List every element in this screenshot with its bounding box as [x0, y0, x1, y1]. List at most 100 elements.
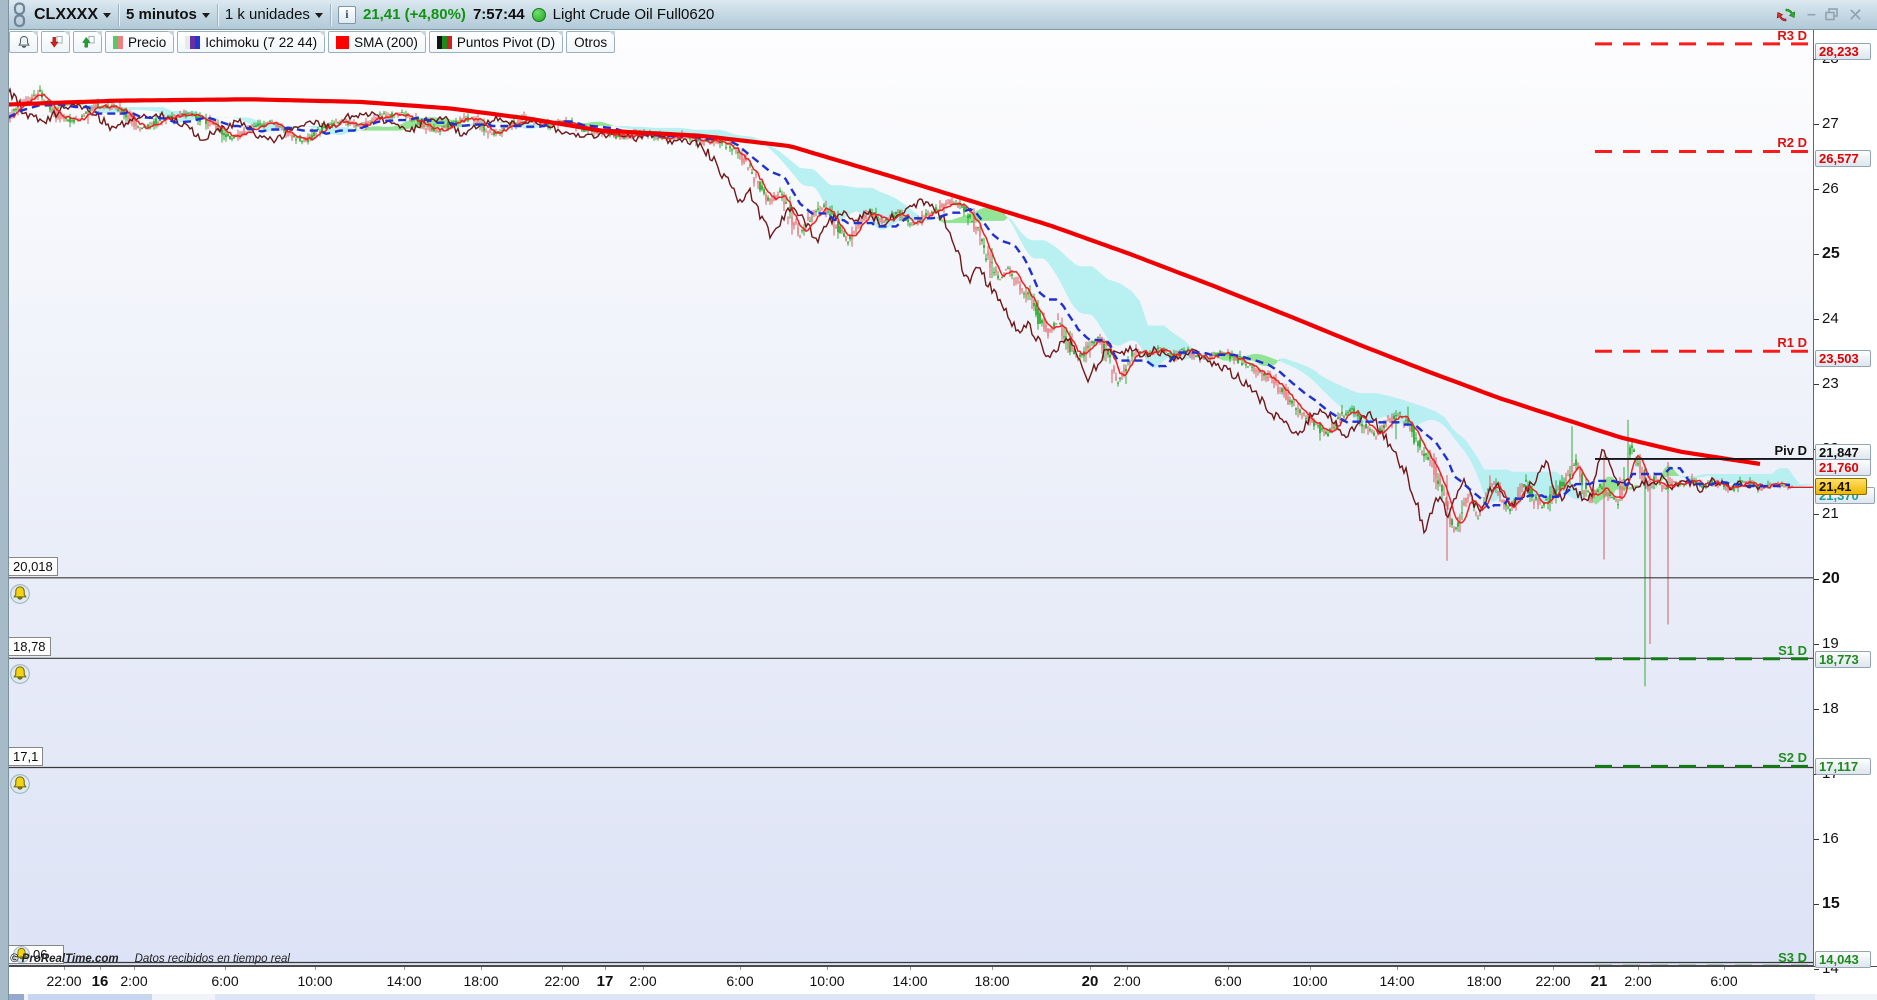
x-tick — [315, 966, 316, 970]
x-tick-label: 10:00 — [1292, 973, 1328, 989]
x-tick — [1724, 966, 1725, 970]
indicator-button-precio[interactable]: Precio — [105, 31, 175, 53]
separator — [118, 3, 120, 26]
alarm-bell-button[interactable] — [9, 31, 38, 53]
y-tick-label: 18 — [1822, 700, 1839, 717]
alarm-bell-icon[interactable] — [10, 664, 30, 689]
pivot-label-r1-d: R1 D — [1777, 335, 1807, 351]
y-tick-label: 25 — [1822, 245, 1840, 262]
red-down-arrow-icon — [49, 35, 63, 48]
y-tick — [1814, 189, 1819, 190]
indicator-toolbar: Precio Ichimoku (7 22 44) SMA (200) Punt… — [9, 31, 616, 53]
button-label: Precio — [128, 34, 167, 50]
close-icon[interactable]: ✕ — [1847, 4, 1863, 25]
restore-button[interactable] — [1825, 8, 1839, 21]
x-tick-label: 21 — [1590, 973, 1608, 990]
watermark: © ProRealTime.com Datos recibidos en tie… — [10, 953, 290, 965]
scrollbar-thumb[interactable] — [28, 994, 152, 1000]
green-up-arrow-icon — [81, 35, 95, 47]
x-tick — [910, 966, 911, 970]
sell-order-button[interactable] — [41, 31, 70, 53]
y-tick — [1814, 514, 1819, 515]
indicator-button-otros[interactable]: Otros — [566, 31, 616, 53]
timeframe-label: 5 minutos — [126, 6, 197, 23]
x-tick — [605, 966, 606, 970]
y-tick — [1814, 384, 1819, 385]
x-tick — [1090, 966, 1091, 970]
x-tick — [562, 966, 563, 970]
x-tick — [1599, 966, 1600, 970]
instrument-name: Light Crude Oil Full0620 — [552, 6, 715, 23]
button-label: Puntos Pivot (D) — [456, 34, 556, 50]
chevron-down-icon — [314, 13, 323, 18]
price-level-badge: 21,41 — [1815, 478, 1867, 496]
chart-plot-area[interactable] — [0, 30, 1813, 966]
price-level-badge: 17,117 — [1815, 758, 1871, 776]
x-tick-label: 6:00 — [726, 973, 754, 989]
buy-order-button[interactable] — [73, 31, 102, 53]
x-tick — [225, 966, 226, 970]
y-tick-label: 27 — [1822, 115, 1839, 132]
y-tick — [1814, 904, 1819, 905]
price-level-badge: 21,760 — [1815, 458, 1871, 476]
scrollbar-track — [215, 994, 1815, 1000]
units-dropdown[interactable]: 1 k unidades — [225, 6, 323, 23]
info-icon[interactable]: i — [337, 5, 356, 24]
x-tick — [1553, 966, 1554, 970]
x-tick — [992, 966, 993, 970]
y-tick — [1814, 579, 1819, 580]
x-tick — [740, 966, 741, 970]
indicator-button-ichimoku[interactable]: Ichimoku (7 22 44) — [177, 31, 326, 53]
price-level-badge: 23,503 — [1815, 350, 1871, 368]
refresh-icon[interactable] — [1774, 5, 1798, 25]
x-tick — [1228, 966, 1229, 970]
alert-value-label[interactable]: 20,018 — [8, 556, 58, 576]
horizontal-scrollbar[interactable] — [8, 994, 1877, 1000]
indicator-button-pivot[interactable]: Puntos Pivot (D) — [428, 31, 564, 53]
minimize-button[interactable]: – — [1807, 5, 1816, 23]
y-tick — [1814, 969, 1819, 970]
button-label: Ichimoku (7 22 44) — [205, 34, 318, 50]
sma-swatch-icon — [336, 35, 350, 49]
x-tick — [1310, 966, 1311, 970]
x-tick-label: 10:00 — [297, 973, 333, 989]
pivot-label-s1-d: S1 D — [1778, 642, 1807, 658]
x-tick — [1638, 966, 1639, 970]
last-price-change: 21,41 (+4,80%) — [362, 6, 466, 23]
price-level-badge: 26,577 — [1815, 150, 1871, 168]
x-tick-label: 6:00 — [1214, 973, 1242, 989]
y-tick — [1814, 254, 1819, 255]
x-tick-label: 16 — [91, 973, 109, 990]
separator — [216, 3, 218, 26]
pivot-swatch-icon — [436, 35, 452, 49]
alarm-bell-icon[interactable] — [10, 773, 30, 799]
quote-time: 7:57:44 — [472, 6, 525, 23]
alert-value-label[interactable]: 17,1 — [8, 746, 44, 766]
left-dock-strip[interactable] — [0, 0, 9, 1000]
x-tick-label: 6:00 — [211, 973, 239, 989]
x-tick — [643, 966, 644, 970]
alert-value-label[interactable]: 18,78 — [8, 637, 51, 657]
watermark-brand: © ProRealTime.com — [10, 953, 119, 965]
chevron-down-icon — [201, 13, 210, 18]
y-tick — [1814, 124, 1819, 125]
separator — [329, 3, 331, 26]
x-tick — [100, 966, 101, 970]
pivot-label-s3-d: S3 D — [1778, 950, 1807, 966]
timeframe-dropdown[interactable]: 5 minutos — [126, 6, 210, 23]
symbol-dropdown[interactable]: CLXXXX — [34, 6, 112, 24]
price-axis[interactable]: 28272625242322212019181716151428,23326,5… — [1813, 30, 1877, 977]
y-tick — [1814, 839, 1819, 840]
x-tick — [404, 966, 405, 970]
x-tick — [64, 966, 65, 970]
pivot-label-s2-d: S2 D — [1778, 750, 1807, 766]
x-tick-label: 10:00 — [809, 973, 845, 989]
y-tick-label: 20 — [1822, 570, 1840, 587]
x-tick-label: 18:00 — [1466, 973, 1502, 989]
alarm-bell-icon[interactable] — [10, 583, 30, 609]
indicator-button-sma[interactable]: SMA (200) — [328, 31, 426, 53]
ichimoku-swatch-icon — [185, 35, 201, 49]
x-tick-label: 14:00 — [1379, 973, 1415, 989]
price-level-badge: 28,233 — [1815, 42, 1871, 60]
x-tick-label: 14:00 — [892, 973, 928, 989]
